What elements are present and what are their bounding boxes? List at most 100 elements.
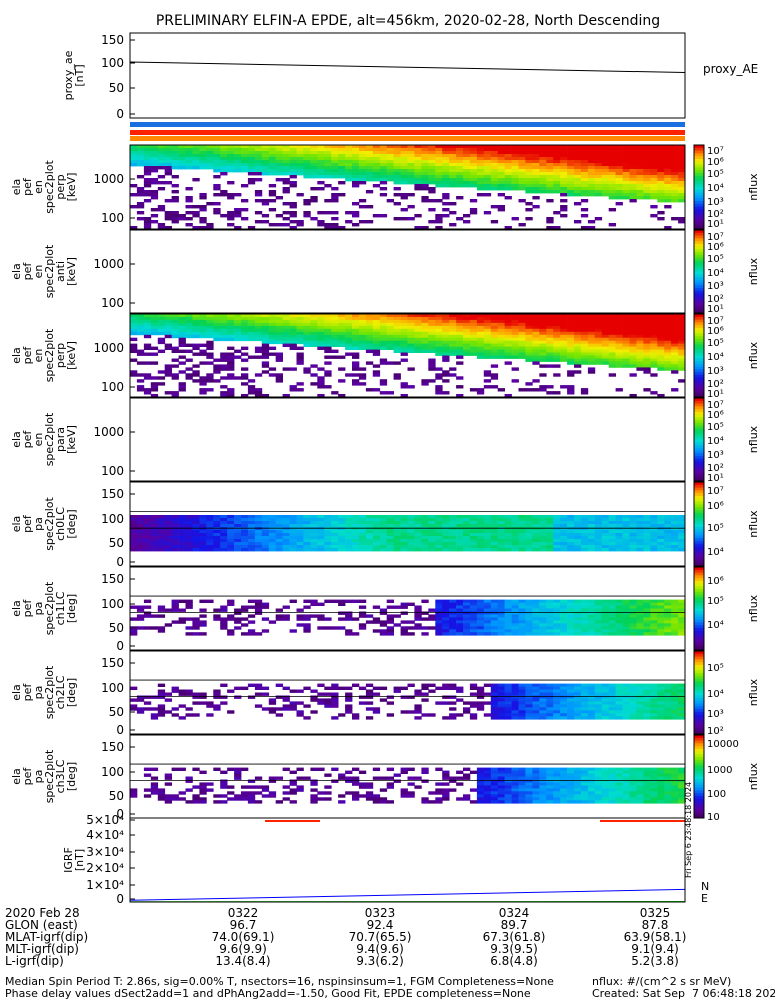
heatmap-cell [352,527,360,531]
heatmap-cell [497,521,505,525]
colorbar-step [694,644,704,648]
heatmap-cell [220,166,228,170]
heatmap-cell [150,169,159,173]
heatmap-cell [587,530,596,534]
colorbar-label: 10⁴ [707,620,724,631]
heatmap-cell [546,713,554,717]
heatmap-cell [324,515,332,519]
heatmap-cell [241,352,249,356]
heatmap-cell [150,322,159,327]
ylabel-part: spec2plot [43,412,56,466]
heatmap-cell [268,193,277,197]
colorbar-step [694,580,704,585]
heatmap-cell [310,710,318,714]
heatmap-cell [254,163,263,167]
heatmap-cell [199,217,207,221]
heatmap-cell [421,181,429,185]
heatmap-cell [539,328,547,333]
heatmap-cell [261,524,270,528]
heatmap-cell [282,328,290,333]
heatmap-cell [227,334,235,339]
heatmap-cell [594,352,603,356]
heatmap-cell [469,542,478,546]
heatmap-cell [275,379,283,383]
heatmap-cell [435,608,443,612]
heatmap-cell [282,178,290,182]
heatmap-cell [206,536,214,540]
heatmap-cell [553,698,561,702]
heatmap-cell [615,202,623,206]
heatmap-cell [345,151,353,155]
heatmap-cell [629,328,637,333]
heatmap-cell [580,181,589,185]
heatmap-cell [220,337,228,342]
heatmap-cell [525,358,533,362]
heatmap-cell [608,521,616,525]
heatmap-cell [296,548,304,552]
heatmap-cell [504,166,512,170]
heatmap-cell [490,689,499,693]
heatmap-cell [664,599,672,603]
heatmap-cell [289,343,297,347]
heatmap-cell [560,614,568,618]
heatmap-cell [671,611,679,615]
heatmap-cell [372,536,381,540]
heatmap-cell [587,337,596,342]
heatmap-cell [629,145,637,149]
heatmap-cell [463,220,471,224]
heatmap-cell [463,352,471,356]
colorbar-step [694,277,704,281]
heatmap-cell [171,220,179,224]
colorbar-step [694,209,704,213]
heatmap-cell [143,220,152,224]
heatmap-cell [352,319,360,324]
heatmap-cell [546,698,554,702]
heatmap-cell [518,337,526,342]
heatmap-cell [372,178,381,182]
heatmap-cell [643,524,651,528]
heatmap-cell [220,317,228,321]
heatmap-cell [150,181,159,185]
heatmap-cell [261,314,270,318]
heatmap-cell [171,373,179,377]
heatmap-cell [483,175,492,179]
heatmap-cell [601,521,610,525]
heatmap-cell [143,376,152,380]
heatmap-cell [261,370,270,374]
heatmap-cell [469,692,478,696]
heatmap-cell [580,184,589,188]
heatmap-cell [317,683,325,687]
heatmap-cell [261,707,270,711]
heatmap-cell [372,545,381,549]
heatmap-cell [483,518,492,522]
heatmap-cell [254,148,263,152]
colorbar-step [694,285,704,289]
heatmap-cell [247,629,256,633]
heatmap-cell [345,334,353,339]
heatmap-cell [345,178,353,182]
heatmap-cell [504,617,512,621]
heatmap-cell [650,205,658,209]
heatmap-cell [282,319,290,324]
heatmap-cell [296,388,304,392]
heatmap-cell [657,602,665,606]
heatmap-cell [601,317,610,321]
heatmap-cell [164,328,172,333]
heatmap-cell [275,151,283,155]
heatmap-cell [241,545,249,549]
heatmap-cell [393,605,401,609]
colorbar-step [694,510,704,514]
heatmap-cell [358,343,367,347]
heatmap-cell [407,539,415,543]
heatmap-cell [379,175,388,179]
heatmap-cell [220,518,228,522]
heatmap-cell [643,169,651,173]
heatmap-cell [428,617,436,621]
heatmap-cell [275,536,283,540]
heatmap-cell [345,343,353,347]
heatmap-cell [476,530,485,534]
heatmap-cell [324,319,332,324]
heatmap-cell [574,187,582,191]
heatmap-cell [386,620,394,624]
heatmap-cell [365,317,374,321]
